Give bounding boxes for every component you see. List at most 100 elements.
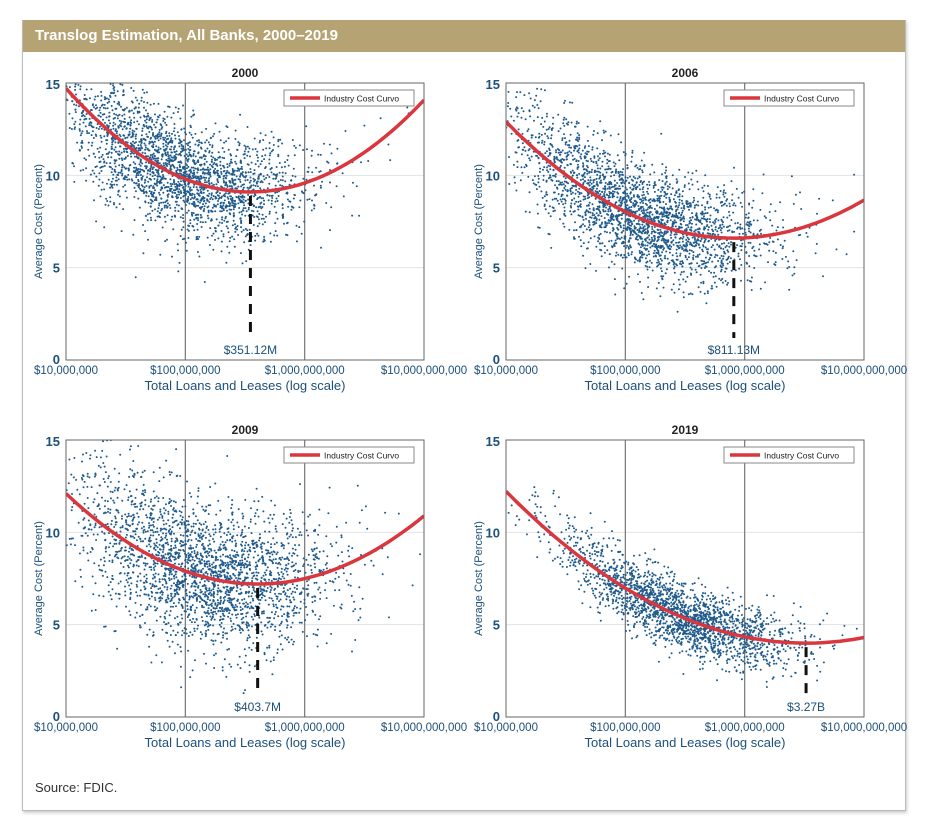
data-point (595, 212, 598, 215)
data-point (560, 195, 563, 198)
data-point (675, 191, 678, 194)
data-point (150, 219, 153, 222)
data-point (570, 121, 573, 124)
data-point (121, 128, 124, 131)
data-point (284, 161, 286, 164)
data-point (545, 199, 548, 202)
data-point (747, 241, 750, 244)
x-tick-label: $100,000,000 (150, 365, 220, 377)
data-point (587, 210, 590, 213)
data-point (222, 177, 225, 180)
data-point (594, 197, 597, 200)
data-point (604, 168, 607, 171)
data-point (244, 214, 247, 217)
data-point (647, 215, 650, 218)
data-point (677, 241, 680, 244)
data-point (113, 89, 116, 92)
data-point (723, 195, 726, 198)
data-point (568, 144, 571, 147)
data-point (661, 237, 664, 240)
data-point (79, 88, 82, 91)
data-point (256, 232, 259, 235)
data-point (118, 154, 121, 157)
data-point (158, 193, 161, 196)
data-point (139, 116, 142, 119)
data-point (694, 218, 697, 221)
data-point (228, 240, 231, 243)
data-point (193, 218, 196, 221)
data-point (190, 177, 193, 180)
data-point (268, 210, 271, 213)
data-point (638, 228, 641, 230)
data-point (589, 179, 592, 182)
data-point (679, 236, 682, 239)
data-point (564, 143, 567, 146)
data-point (106, 101, 109, 104)
data-point (535, 188, 538, 191)
data-point (625, 213, 628, 216)
data-point (720, 227, 723, 230)
data-point (584, 197, 587, 200)
data-point (720, 247, 722, 250)
data-point (689, 205, 692, 208)
x-axis-label: Total Loans and Leases (log scale) (585, 378, 786, 393)
data-point (700, 217, 703, 220)
data-point (546, 135, 549, 138)
data-point (639, 280, 641, 283)
data-point (247, 150, 250, 153)
data-point (221, 222, 224, 224)
data-point (149, 216, 152, 219)
data-point (187, 147, 190, 150)
data-point (244, 145, 247, 148)
data-point (222, 201, 225, 204)
data-point (720, 231, 723, 234)
data-point (116, 102, 119, 105)
data-point (642, 208, 645, 210)
data-point (130, 100, 133, 103)
data-point (159, 253, 162, 256)
data-point (725, 199, 728, 202)
data-point (752, 233, 755, 236)
data-point (664, 223, 667, 226)
data-point (199, 214, 202, 216)
data-point (224, 184, 227, 187)
data-point (268, 158, 271, 161)
data-point (655, 210, 658, 213)
data-point (277, 155, 280, 158)
data-point (104, 107, 107, 110)
data-point (274, 200, 277, 203)
data-point (619, 197, 622, 200)
data-point (719, 224, 722, 227)
data-point (746, 279, 749, 282)
data-point (624, 176, 627, 179)
data-point (612, 161, 615, 164)
data-point (582, 173, 585, 176)
data-point (187, 158, 190, 161)
data-point (586, 172, 589, 175)
data-point (646, 268, 649, 271)
data-point (806, 235, 809, 238)
data-point (744, 245, 747, 248)
data-point (132, 112, 135, 115)
data-point (586, 164, 588, 167)
data-point (607, 210, 610, 213)
data-point (646, 227, 649, 230)
data-point (631, 151, 634, 154)
data-point (570, 213, 573, 216)
data-point (256, 210, 259, 213)
data-point (164, 220, 167, 223)
data-point (531, 104, 534, 107)
data-point (526, 130, 529, 133)
data-point (538, 226, 541, 229)
data-point (229, 236, 232, 239)
data-point (647, 250, 650, 253)
data-point (710, 287, 713, 290)
data-point (564, 185, 567, 187)
data-point (716, 186, 719, 189)
data-point (747, 216, 750, 219)
data-point (620, 226, 622, 229)
data-point (157, 139, 160, 142)
data-point (677, 206, 680, 209)
data-point (156, 178, 159, 181)
data-point (235, 187, 238, 190)
